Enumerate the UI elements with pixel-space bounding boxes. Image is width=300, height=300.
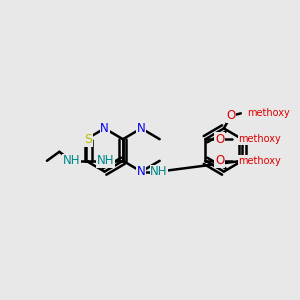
Text: methoxy: methoxy bbox=[238, 156, 281, 166]
Text: O: O bbox=[215, 154, 224, 167]
Text: N: N bbox=[137, 122, 146, 135]
Text: NH: NH bbox=[97, 154, 114, 167]
Text: N: N bbox=[137, 165, 146, 178]
Text: methoxy: methoxy bbox=[247, 108, 290, 118]
Text: S: S bbox=[85, 133, 92, 146]
Text: O: O bbox=[215, 133, 224, 146]
Text: N: N bbox=[100, 122, 109, 135]
Text: NH: NH bbox=[63, 154, 80, 167]
Text: O: O bbox=[226, 110, 236, 122]
Text: NH: NH bbox=[150, 165, 168, 178]
Text: methoxy: methoxy bbox=[238, 134, 281, 144]
